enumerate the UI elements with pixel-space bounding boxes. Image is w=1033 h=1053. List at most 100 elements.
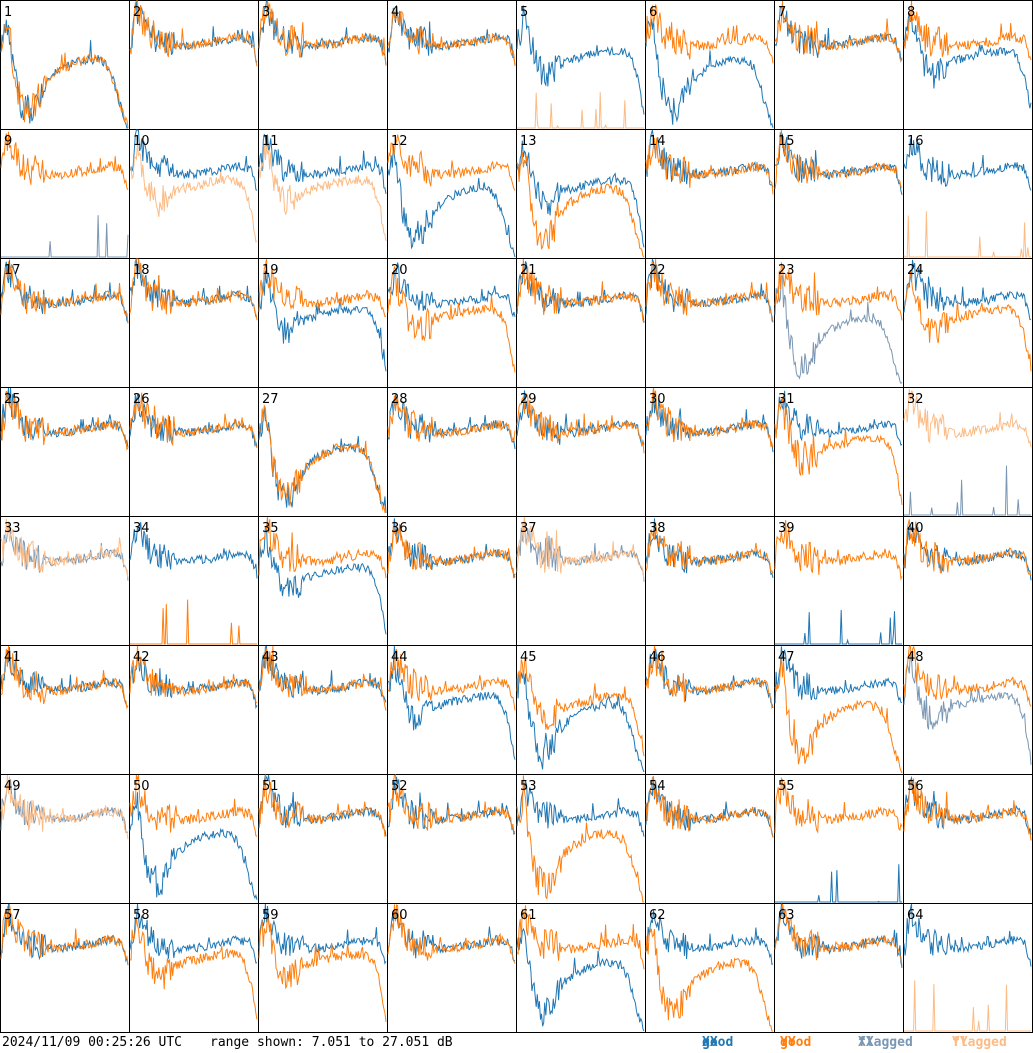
series-xx-tile-45 (516, 670, 645, 773)
series-xx-tile-13 (516, 140, 645, 248)
series-yy-tile-50 (129, 774, 258, 837)
tile-number: 9 (4, 134, 12, 149)
tile-number: 21 (520, 263, 537, 278)
series-yy-tile-35 (258, 516, 387, 579)
series-yy-tile-41 (0, 645, 129, 710)
series-yy-tile-5 (517, 92, 644, 129)
tile-51: 51 (258, 773, 388, 904)
tile-number: 53 (520, 779, 537, 794)
tile-number: 40 (907, 521, 924, 536)
tile-number: 25 (4, 392, 21, 407)
legend-flagged-xx-label: flagged (858, 1035, 913, 1050)
tile-number: 3 (262, 5, 270, 20)
series-yy-tile-24 (903, 270, 1032, 372)
series-yy-tile-38 (645, 522, 774, 574)
series-yy-tile-46 (645, 645, 774, 710)
tile-number: 45 (520, 650, 537, 665)
series-xx-tile-10 (129, 129, 258, 191)
tile-55: 55 (774, 774, 904, 904)
series-xx-tile-26 (129, 393, 258, 447)
tile-number: 14 (649, 134, 666, 149)
tile-33: 33 (0, 516, 130, 646)
tile-18: 18 (129, 258, 259, 388)
tile-number: 54 (649, 779, 666, 794)
series-xx-tile-58 (129, 903, 258, 964)
tile-10: 10 (129, 129, 259, 259)
tile-15: 15 (774, 129, 904, 259)
series-xx-tile-59 (258, 903, 387, 965)
tile-42: 42 (129, 645, 259, 775)
tile-44: 44 (387, 645, 517, 775)
tile-number: 48 (907, 650, 924, 665)
tile-number: 38 (649, 521, 666, 536)
tile-number: 43 (262, 650, 279, 665)
legend-flagged-yy-label: flagged (952, 1035, 1007, 1050)
series-yy-tile-44 (387, 648, 516, 711)
tile-57: 57 (0, 903, 130, 1033)
series-yy-tile-11 (258, 143, 387, 242)
tile-number: 20 (391, 263, 408, 278)
tile-number: 63 (778, 908, 795, 923)
tile-58: 58 (129, 903, 259, 1033)
tile-frame (903, 0, 1033, 130)
tile-number: 13 (520, 134, 537, 149)
series-yy-tile-53 (516, 775, 644, 903)
series-xx-tile-35 (258, 524, 387, 635)
series-yy-tile-21 (516, 258, 645, 322)
series-xx-tile-4 (387, 5, 516, 66)
tile-number: 49 (4, 779, 21, 794)
tile-number: 34 (133, 521, 150, 536)
tile-28: 28 (387, 387, 517, 517)
series-yy-tile-56 (903, 778, 1032, 841)
series-yy-tile-12 (387, 134, 516, 191)
series-yy-tile-40 (903, 519, 1032, 576)
series-xx-tile-55 (775, 864, 902, 903)
legend-good-yy-label: good (780, 1035, 812, 1050)
series-xx-tile-1 (0, 19, 129, 129)
tile-frame (258, 0, 388, 130)
series-xx-tile-62 (645, 909, 774, 965)
series-yy-tile-9 (0, 131, 129, 191)
series-xx-tile-12 (387, 145, 516, 258)
tile-12: 12 (387, 129, 517, 259)
tile-number: 31 (778, 392, 795, 407)
tile-38: 38 (645, 516, 775, 646)
tile-frame (645, 0, 775, 130)
series-yy-tile-4 (387, 10, 516, 67)
tile-number: 7 (778, 5, 786, 20)
series-yy-tile-7 (774, 0, 903, 62)
series-yy-tile-3 (258, 0, 387, 66)
series-yy-tile-2 (129, 0, 258, 67)
series-xx-tile-47 (774, 646, 903, 704)
series-yy-tile-28 (387, 396, 516, 443)
series-xx-tile-31 (774, 390, 903, 446)
series-xx-tile-23 (774, 275, 903, 385)
tile-19: 19 (258, 258, 388, 388)
series-yy-tile-18 (129, 258, 258, 321)
series-yy-tile-23 (774, 262, 903, 321)
legend-good-yy-pol: YY (780, 1035, 796, 1050)
series-yy-tile-19 (258, 258, 387, 317)
tile-number: 36 (391, 521, 408, 536)
tile-43: 43 (258, 645, 388, 775)
tile-21: 21 (516, 258, 646, 388)
tile-number: 28 (391, 392, 408, 407)
series-yy-tile-8 (903, 0, 1032, 61)
series-xx-tile-64 (903, 903, 1032, 967)
tile-3: 3 (258, 0, 388, 130)
tile-number: 2 (133, 5, 141, 20)
series-yy-tile-42 (129, 645, 258, 704)
tile-59: 59 (258, 903, 388, 1033)
tile-32: 32 (903, 387, 1033, 517)
footer: 2024/11/09 00:25:26 UTC range shown: 7.0… (0, 1033, 1033, 1053)
tile-number: 39 (778, 521, 795, 536)
tile-35: 35 (258, 516, 388, 646)
legend-flagged-yy-pol: YY (952, 1035, 968, 1050)
series-yy-tile-55 (774, 777, 903, 834)
tile-frame (774, 0, 904, 130)
tile-number: 41 (4, 650, 21, 665)
tile-number: 19 (262, 263, 279, 278)
series-xx-tile-39 (775, 609, 902, 645)
series-yy-tile-34 (130, 599, 257, 645)
